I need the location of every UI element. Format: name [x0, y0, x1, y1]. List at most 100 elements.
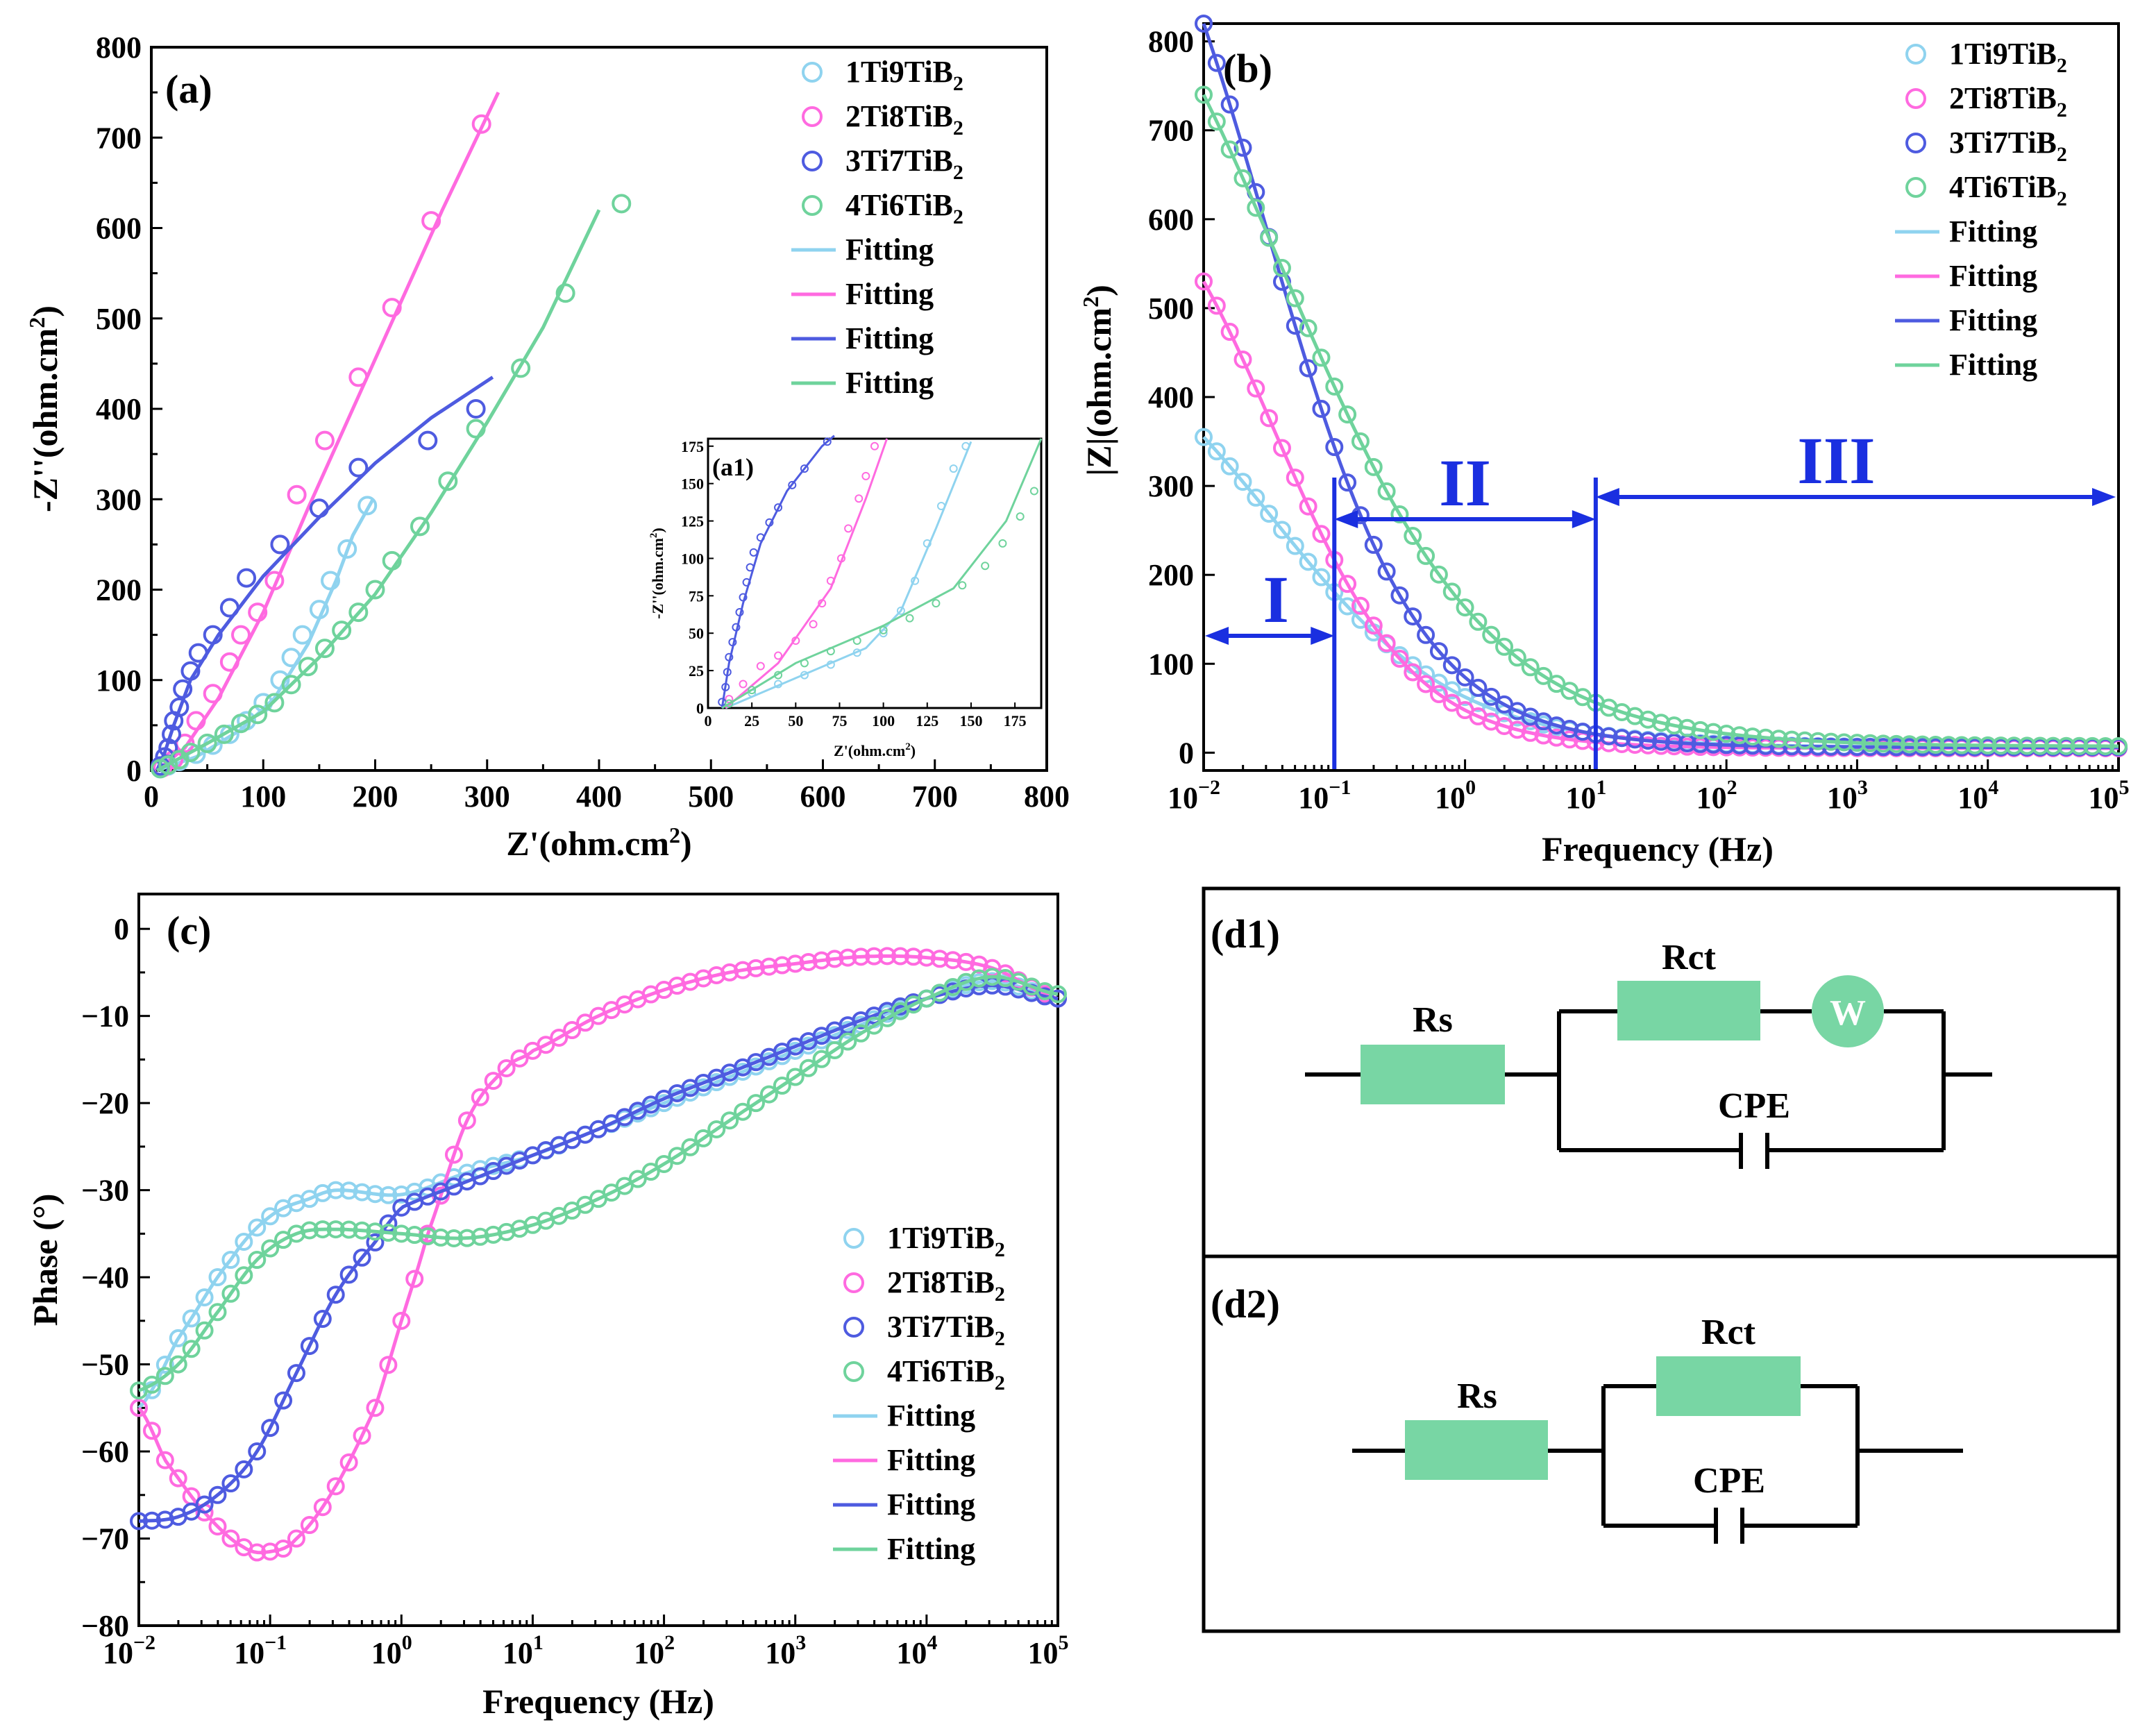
c-xtick-label: 10−1: [234, 1631, 287, 1670]
c-data-point: [721, 963, 739, 981]
b-data-point: [1195, 272, 1213, 291]
a1-xtick-label: 0: [705, 712, 712, 730]
legend-fit-label-3: Fitting: [1949, 303, 2037, 337]
circuit-d2-rs-label: Rs: [1457, 1376, 1497, 1416]
b-xtick-label: 100: [1435, 776, 1476, 815]
a1-ytick-label: 25: [689, 662, 704, 680]
b-data-point: [1965, 736, 1984, 755]
a-ytick-label: 800: [96, 31, 142, 65]
a1-data-point: [774, 680, 783, 689]
b-xtick-label: 10−2: [1168, 776, 1220, 815]
legend-marker-4: [802, 195, 823, 216]
a1-data-point: [998, 539, 1007, 548]
c-data-point: [957, 952, 975, 971]
legend-fit-label-1: Fitting: [887, 1399, 975, 1433]
b-xtick-label: 101: [1565, 776, 1606, 815]
b-data-point: [1429, 565, 1448, 584]
a1-data-point: [725, 652, 734, 661]
legend-fit-label-2: Fitting: [1949, 259, 2037, 293]
b-data-point: [1861, 734, 1880, 752]
c-ytick-label: −80: [81, 1609, 129, 1643]
a-data-point: [337, 539, 357, 559]
c-data-point: [313, 1310, 332, 1329]
c-data-point: [274, 1391, 293, 1410]
legend-fit-label-3: Fitting: [845, 321, 934, 355]
circuit-d1-wires: [1305, 1009, 1992, 1169]
a-fit-line-4: [155, 209, 601, 773]
b-data-point: [1377, 482, 1396, 500]
c-data-point: [392, 1224, 411, 1243]
a-data-point: [348, 367, 369, 387]
a-data-point: [348, 457, 369, 478]
c-data-point: [366, 1185, 385, 1204]
a-data-point: [298, 657, 318, 677]
a-data-point: [203, 684, 223, 704]
b-data-point: [1599, 727, 1618, 745]
c-data-point: [326, 1286, 345, 1304]
legend-label-4: 4Ti6TiB2: [887, 1354, 1005, 1394]
panel-b-data: [1195, 15, 2128, 757]
c-data-point: [300, 1337, 319, 1356]
a1-ytick-label: 125: [681, 513, 704, 530]
b-data-point: [1874, 734, 1893, 753]
a1-data-point: [739, 680, 748, 689]
b-data-point: [1442, 656, 1461, 675]
b-data-point: [1469, 612, 1488, 631]
b-data-point: [1272, 439, 1291, 457]
b-data-point: [1312, 399, 1331, 418]
a-data-point: [348, 602, 369, 623]
b-data-point: [1272, 259, 1291, 278]
a1-data-point: [765, 518, 774, 527]
c-data-point: [248, 1543, 267, 1562]
panel-b-xlabel: Frequency (Hz): [1542, 829, 1774, 868]
circuit-d1-label: (d1): [1211, 911, 1280, 957]
b-data-point: [1482, 687, 1501, 706]
c-data-point: [274, 1540, 293, 1558]
b-data-point: [1404, 607, 1422, 626]
legend-fit-label-4: Fitting: [845, 366, 934, 400]
b-data-point: [1207, 296, 1226, 315]
inset-a1: 0 25 50 75 100 125 150 175 0 25 50 75 100 125 150 175 (…: [648, 435, 1043, 759]
legend-marker-1: [1905, 44, 1926, 65]
b-data-point: [1783, 730, 1801, 749]
b-data-point: [1429, 642, 1448, 661]
c-xtick-label: 103: [765, 1631, 806, 1670]
b-data-point: [1338, 473, 1357, 492]
a1-data-point: [788, 480, 797, 489]
a-data-point: [287, 484, 307, 505]
c-data-point: [419, 1227, 437, 1246]
a-data-point: [270, 670, 290, 690]
a1-data-point: [958, 581, 967, 590]
legend-label-1: 1Ti9TiB2: [887, 1221, 1005, 1261]
b-data-point: [1220, 457, 1239, 475]
c-data-point: [471, 1227, 489, 1246]
a1-data-point: [774, 651, 783, 660]
c-data-point: [155, 1367, 174, 1385]
b-data-point: [1900, 735, 1919, 754]
c-data-point: [825, 1040, 844, 1059]
a1-data-point: [852, 637, 861, 645]
b-data-point: [2057, 736, 2075, 755]
b-data-point: [1404, 663, 1422, 682]
a-data-point: [169, 697, 190, 717]
a1-fit-line-2: [725, 438, 888, 709]
b-data-point: [1312, 568, 1331, 587]
b-data-point: [1926, 735, 1945, 754]
panel-b-bode-modulus: 10−2 10−1 100 101 102 103 104 105 0 100 200 300 400 5…: [1078, 15, 2130, 868]
b-data-point: [1233, 138, 1252, 157]
circuit-d1-rct-label: Rct: [1662, 938, 1717, 977]
a1-fit-line-4: [721, 438, 1043, 709]
a1-ytick-label: 175: [681, 438, 704, 455]
legend-label-3: 3Ti7TiB2: [887, 1310, 1005, 1350]
b-data-point: [1991, 736, 2010, 755]
a1-data-point: [756, 661, 765, 671]
circuit-d2-rct-resistor: [1656, 1356, 1801, 1416]
a-ytick-label: 0: [126, 754, 142, 788]
panel-d-circuits: (d1) W Rs Rct CPE: [1202, 886, 2121, 1633]
legend-fit-label-4: Fitting: [887, 1532, 975, 1566]
a-data-point: [292, 625, 312, 645]
c-ytick-label: −50: [81, 1348, 129, 1382]
c-data-point: [155, 1451, 174, 1469]
c-data-point: [510, 1049, 529, 1068]
